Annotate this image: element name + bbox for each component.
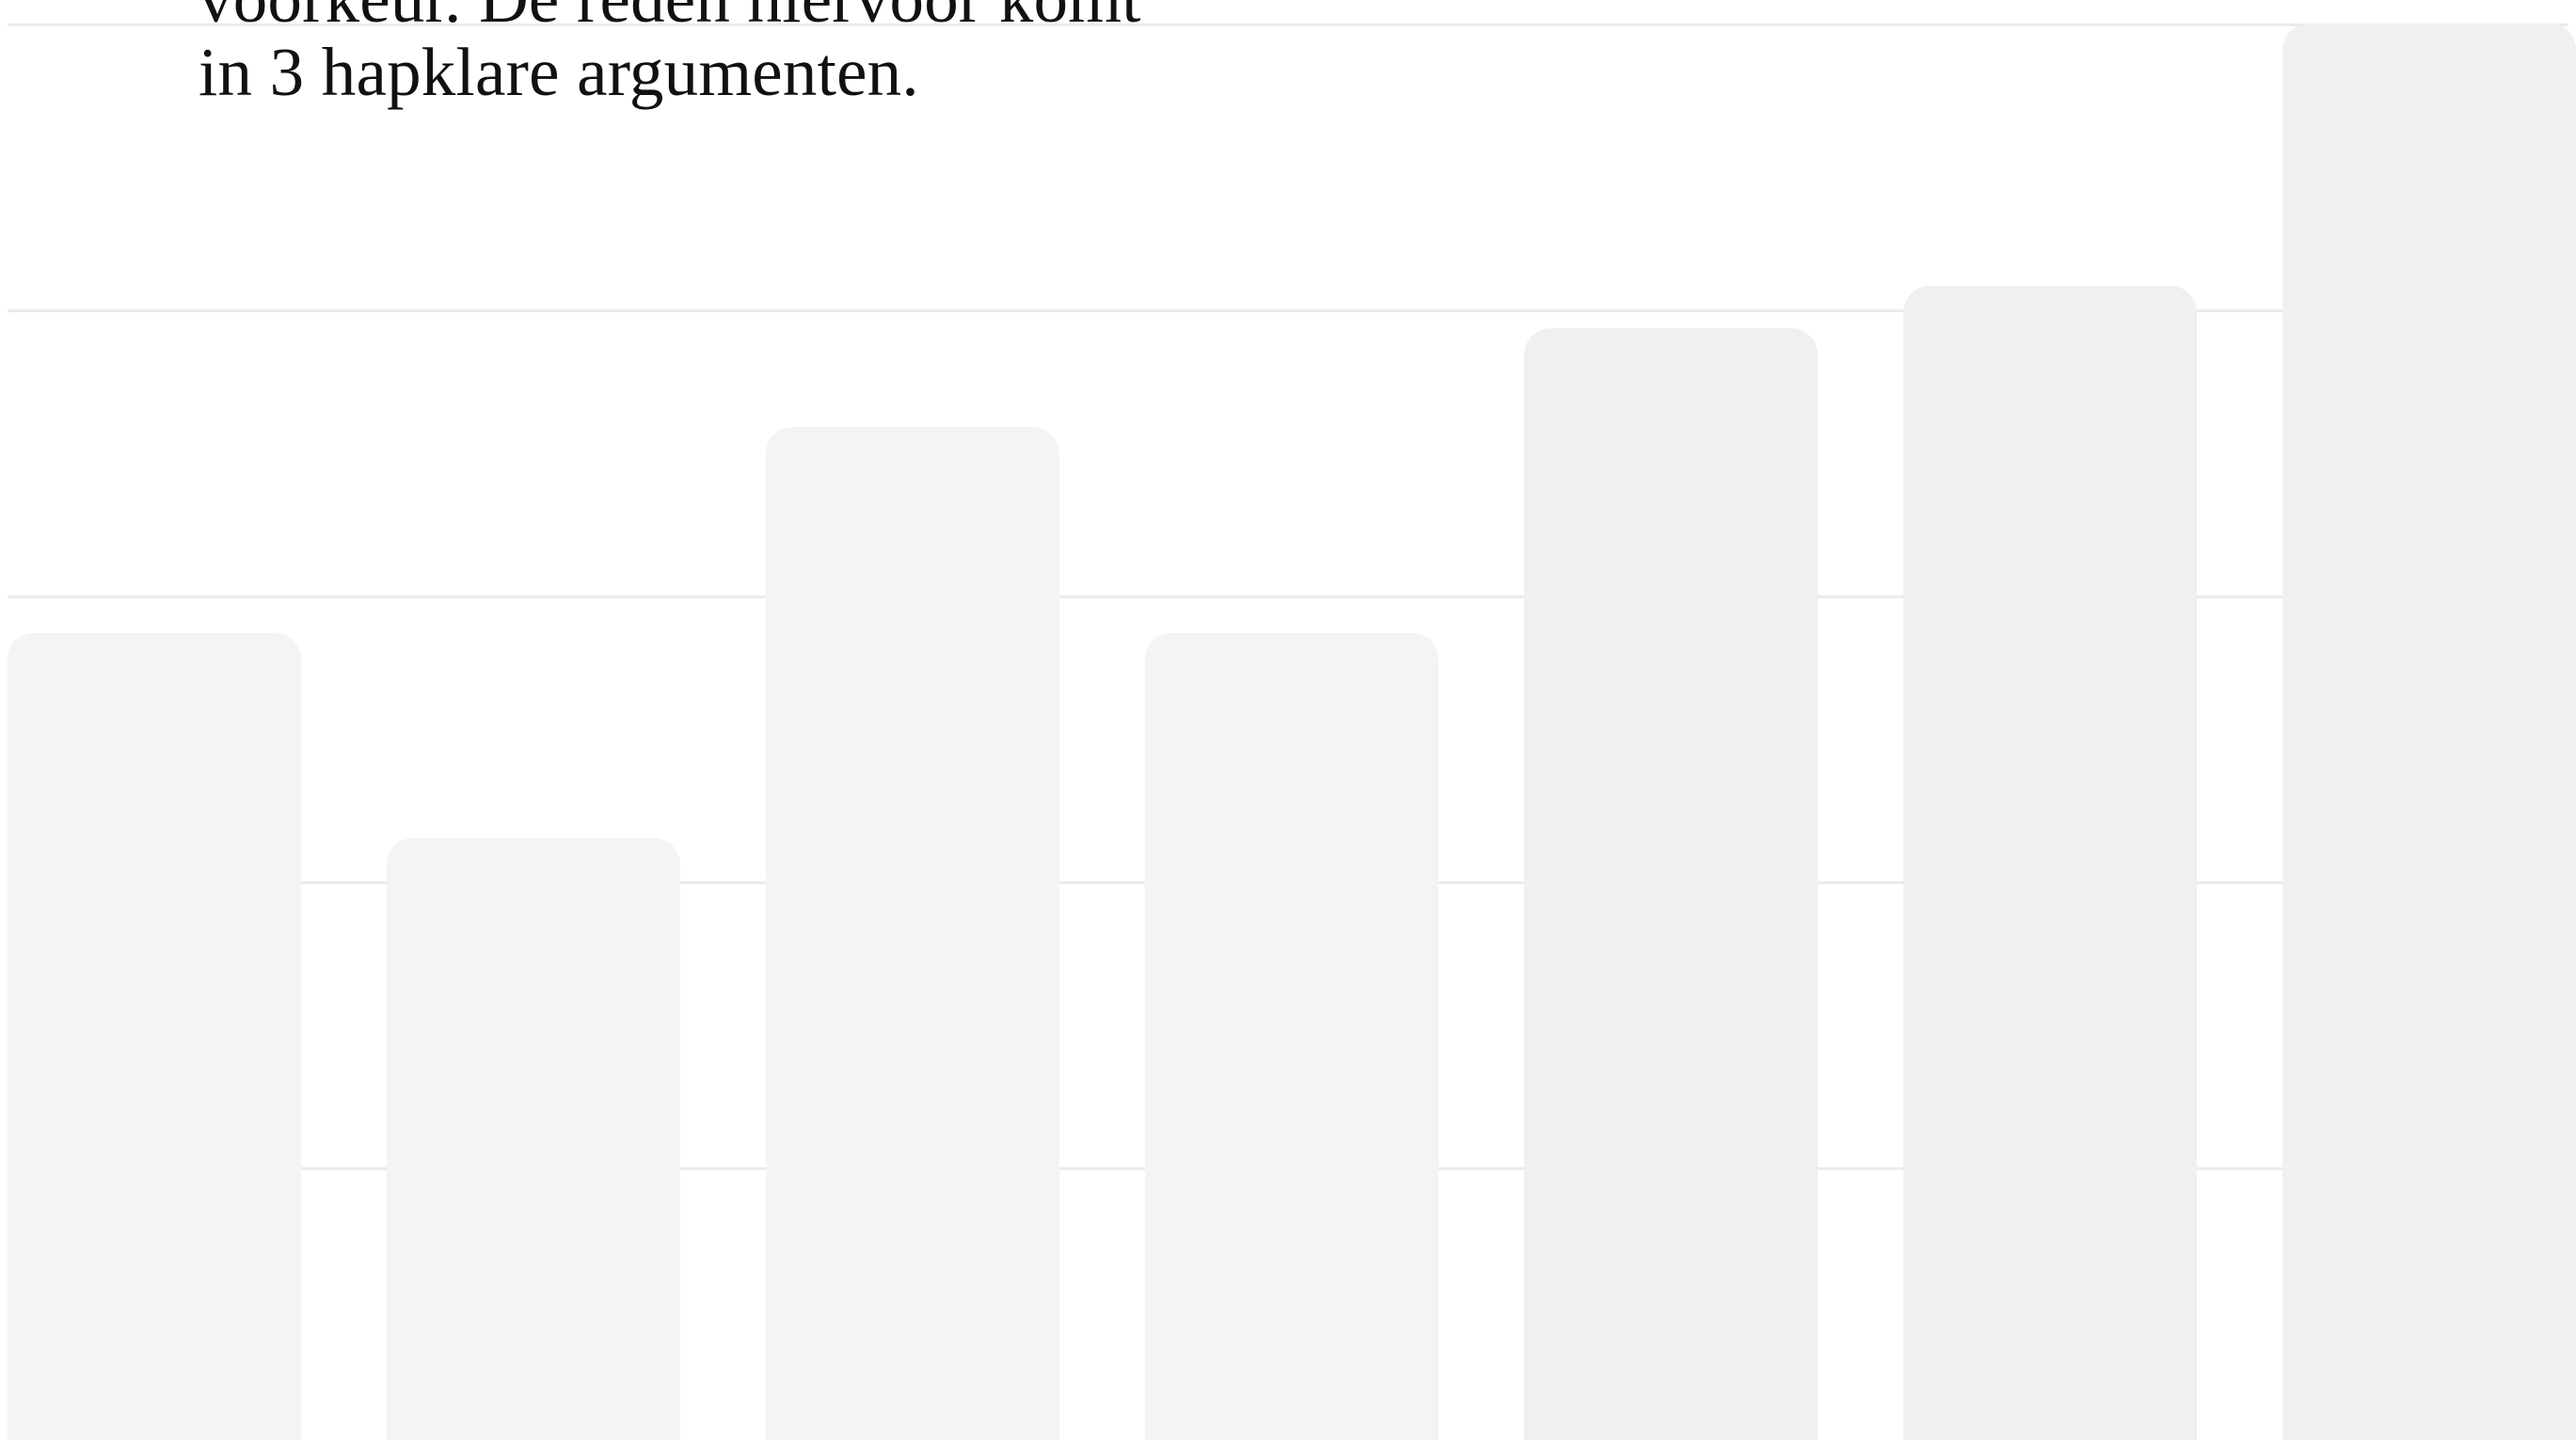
bar-4 xyxy=(1145,633,1439,1440)
bar-2 xyxy=(387,838,680,1440)
intro-line-2: in 3 hapklare argumenten. xyxy=(199,34,919,110)
bar-5 xyxy=(1524,328,1818,1440)
gridline xyxy=(8,24,2568,26)
gridline xyxy=(8,595,2568,598)
bar-6 xyxy=(1903,286,2197,1440)
intro-line-1: voorkeur. De reden hiervoor komt xyxy=(199,0,1141,36)
bar-3 xyxy=(766,427,1059,1440)
bar-7 xyxy=(2282,24,2576,1440)
gridline xyxy=(8,309,2568,312)
bar-1 xyxy=(8,633,301,1440)
intro-paragraph: voorkeur. De reden hiervoor komt in 3 ha… xyxy=(199,0,1141,109)
